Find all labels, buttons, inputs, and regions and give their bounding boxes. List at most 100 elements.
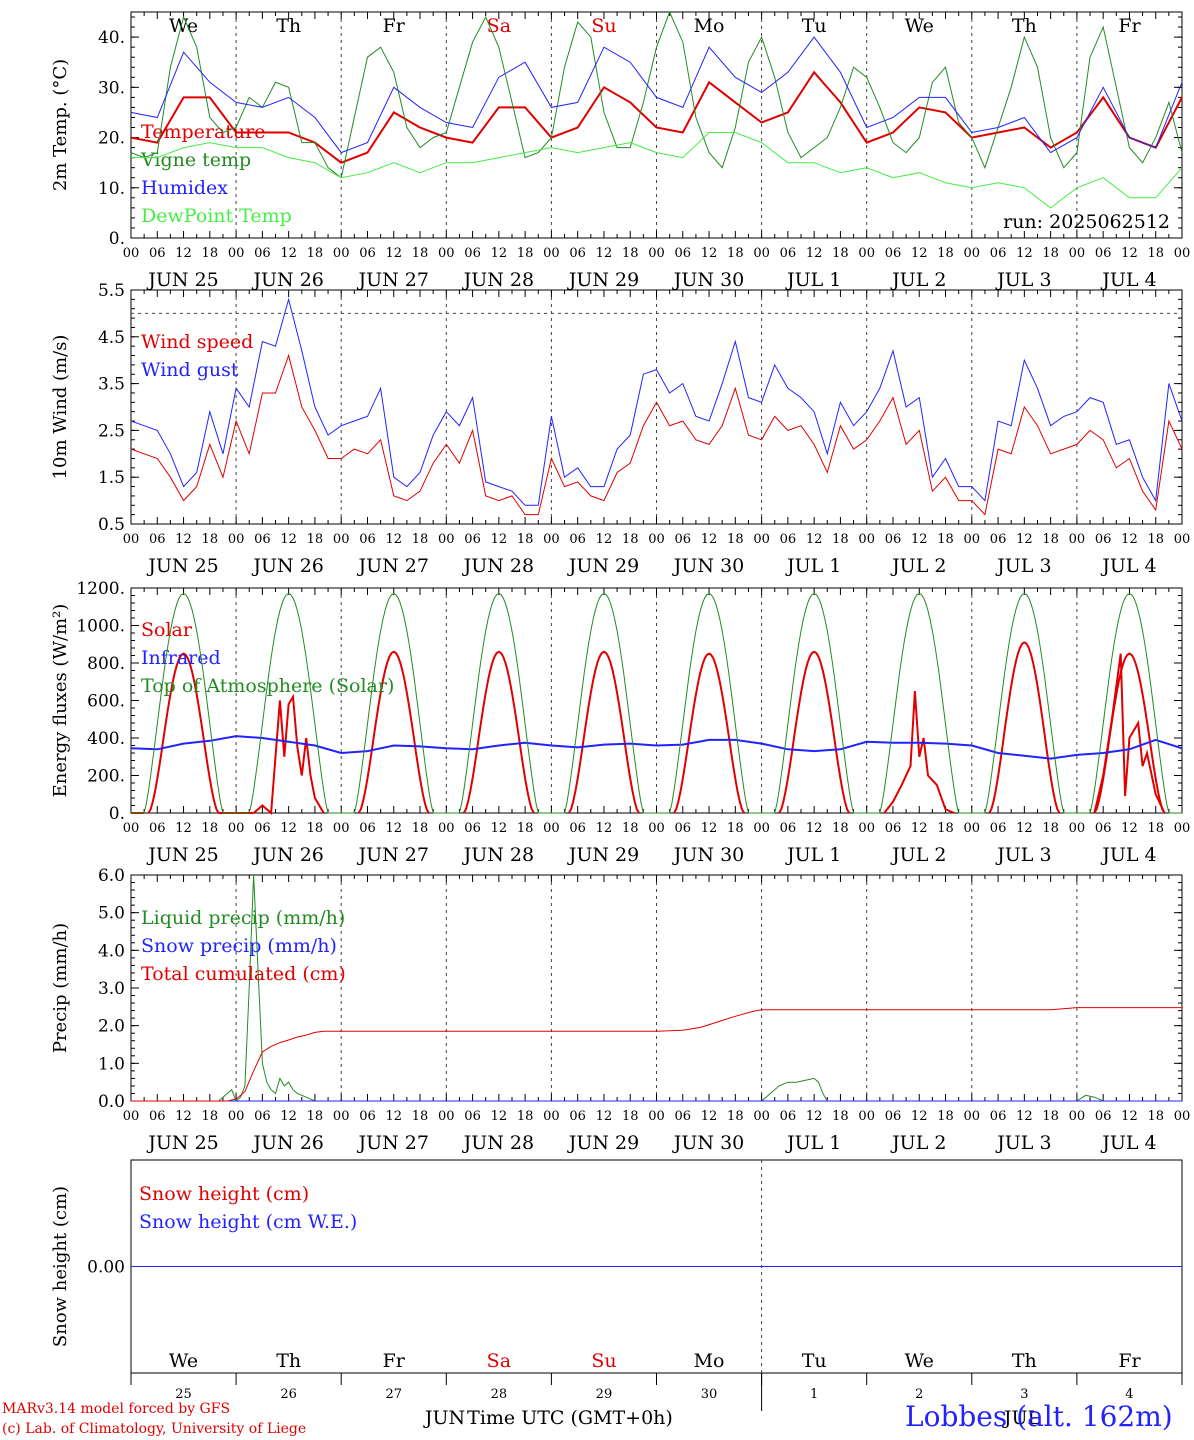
x-hour-label: 06 bbox=[675, 246, 692, 261]
x-hour-label: 06 bbox=[1095, 821, 1112, 836]
x-hour-label: 12 bbox=[385, 821, 402, 836]
x-hour-label: 06 bbox=[780, 1109, 797, 1124]
x-hour-label: 06 bbox=[464, 246, 481, 261]
y-tick-label: 0. bbox=[109, 804, 125, 824]
station-name: Lobbes (alt. 162m) bbox=[905, 1400, 1173, 1433]
x-date-label: JUL 4 bbox=[1100, 1132, 1156, 1154]
x-hour-label: 12 bbox=[175, 246, 192, 261]
x-date-label: JUL 2 bbox=[890, 269, 946, 291]
x-date-label: JUL 2 bbox=[890, 1132, 946, 1154]
x-date-label: JUN 30 bbox=[672, 1132, 744, 1154]
x-hour-label: 12 bbox=[701, 1109, 718, 1124]
x-hour-label: 06 bbox=[359, 246, 376, 261]
weekday-label: Fr bbox=[383, 1350, 406, 1372]
x-hour-label: 12 bbox=[385, 246, 402, 261]
x-hour-label: 00 bbox=[648, 532, 665, 547]
x-hour-label: 18 bbox=[307, 1109, 324, 1124]
x-hour-label: 00 bbox=[1174, 246, 1191, 261]
weekday-label: We bbox=[169, 15, 198, 37]
x-hour-label: 18 bbox=[517, 246, 534, 261]
x-hour-label: 18 bbox=[202, 821, 219, 836]
x-hour-label: 00 bbox=[964, 821, 981, 836]
weekday-label: Th bbox=[1012, 1350, 1037, 1372]
legend-entry: Infrared bbox=[141, 647, 221, 669]
x-hour-label: 18 bbox=[1042, 532, 1059, 547]
x-hour-label: 12 bbox=[596, 532, 613, 547]
x-hour-label: 12 bbox=[1121, 246, 1138, 261]
y-tick-label: 1.0 bbox=[98, 1054, 125, 1074]
x-hour-label: 18 bbox=[832, 246, 849, 261]
y-tick-label: 0. bbox=[109, 229, 125, 249]
legend-entry: Snow height (cm) bbox=[139, 1183, 309, 1205]
x-hour-label: 00 bbox=[543, 532, 560, 547]
x-date-label: JUL 2 bbox=[890, 555, 946, 577]
x-hour-label: 18 bbox=[307, 246, 324, 261]
x-hour-label: 00 bbox=[333, 1109, 350, 1124]
weekday-label: Tu bbox=[802, 15, 827, 37]
x-date-label: JUN 30 bbox=[672, 555, 744, 577]
x-hour-label: 06 bbox=[1095, 1109, 1112, 1124]
series-line bbox=[673, 652, 745, 814]
x-hour-label: 12 bbox=[1121, 821, 1138, 836]
x-hour-label: 12 bbox=[491, 532, 508, 547]
y-tick-label: 1000. bbox=[76, 617, 125, 637]
x-hour-label: 18 bbox=[202, 246, 219, 261]
x-hour-label: 00 bbox=[1174, 821, 1191, 836]
x-hour-label: 00 bbox=[964, 532, 981, 547]
x-date-label: JUL 3 bbox=[995, 269, 1051, 291]
x-hour-label: 18 bbox=[1147, 821, 1164, 836]
x-date-label: JUL 3 bbox=[995, 844, 1051, 866]
x-hour-label: 00 bbox=[858, 532, 875, 547]
x-hour-label: 00 bbox=[648, 246, 665, 261]
x-day-label: 2 bbox=[915, 1387, 923, 1402]
legend-entry: Wind gust bbox=[141, 359, 239, 381]
legend-entry: Snow height (cm W.E.) bbox=[139, 1211, 357, 1233]
x-hour-label: 12 bbox=[701, 821, 718, 836]
y-tick-label: 10. bbox=[98, 179, 125, 199]
x-hour-label: 18 bbox=[307, 532, 324, 547]
x-hour-label: 12 bbox=[806, 821, 823, 836]
y-tick-label: 200. bbox=[87, 767, 125, 787]
x-hour-label: 06 bbox=[780, 246, 797, 261]
x-hour-label: 06 bbox=[990, 246, 1007, 261]
series-line bbox=[1093, 653, 1166, 814]
x-day-label: 28 bbox=[491, 1387, 508, 1402]
x-hour-label: 06 bbox=[885, 1109, 902, 1124]
legend-entry: Liquid precip (mm/h) bbox=[141, 907, 345, 929]
run-label: run: 2025062512 bbox=[1003, 211, 1170, 233]
x-hour-label: 12 bbox=[701, 532, 718, 547]
x-hour-label: 06 bbox=[464, 532, 481, 547]
x-date-label: JUN 25 bbox=[146, 1132, 218, 1154]
x-hour-label: 00 bbox=[858, 1109, 875, 1124]
x-date-label: JUN 25 bbox=[146, 269, 218, 291]
y-axis-label: Snow height (cm) bbox=[50, 1186, 71, 1347]
x-hour-label: 06 bbox=[149, 821, 166, 836]
x-hour-label: 18 bbox=[622, 532, 639, 547]
y-tick-label: 600. bbox=[87, 692, 125, 712]
weekday-label: Sa bbox=[487, 15, 511, 37]
legend-entry: Vigne temp bbox=[140, 149, 251, 171]
x-hour-label: 00 bbox=[438, 1109, 455, 1124]
weekday-label: Mo bbox=[694, 1350, 725, 1372]
x-hour-label: 00 bbox=[438, 246, 455, 261]
x-hour-label: 18 bbox=[412, 1109, 429, 1124]
series-line bbox=[130, 735, 1183, 760]
x-hour-label: 18 bbox=[727, 1109, 744, 1124]
x-date-label: JUN 28 bbox=[462, 269, 534, 291]
series-line bbox=[130, 10, 1183, 179]
x-hour-label: 06 bbox=[885, 532, 902, 547]
x-hour-label: 06 bbox=[254, 532, 271, 547]
x-date-label: JUL 4 bbox=[1100, 844, 1156, 866]
y-tick-label: 1200. bbox=[76, 579, 125, 599]
x-hour-label: 06 bbox=[569, 246, 586, 261]
x-hour-label: 12 bbox=[1016, 821, 1033, 836]
x-hour-label: 12 bbox=[280, 1109, 297, 1124]
x-date-label: JUN 26 bbox=[251, 555, 323, 577]
legend-entry: Humidex bbox=[141, 177, 228, 199]
x-date-label: JUN 29 bbox=[567, 844, 639, 866]
x-date-label: JUL 3 bbox=[995, 1132, 1051, 1154]
x-hour-label: 18 bbox=[937, 821, 954, 836]
weekday-label: Fr bbox=[1118, 1350, 1141, 1372]
x-date-label: JUL 4 bbox=[1100, 555, 1156, 577]
x-date-label: JUN 28 bbox=[462, 555, 534, 577]
